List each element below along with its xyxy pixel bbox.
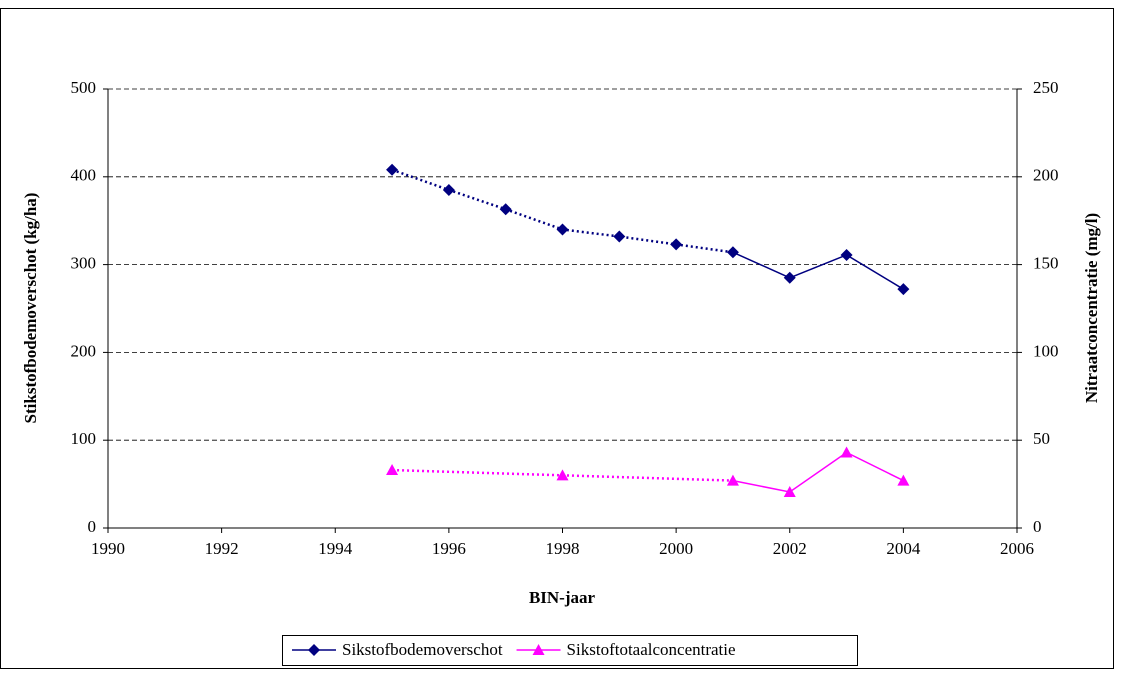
legend-marker xyxy=(532,644,545,655)
marker xyxy=(670,238,683,251)
x-tick-label: 2006 xyxy=(1000,539,1034,558)
x-axis-title: BIN-jaar xyxy=(529,588,596,607)
series-line xyxy=(732,251,904,290)
series-line xyxy=(732,451,904,493)
marker xyxy=(386,163,399,176)
marker xyxy=(726,246,739,259)
chart-frame xyxy=(0,8,1114,669)
legend-label: Sikstoftotaalconcentratie xyxy=(567,640,736,659)
y-tick-label: 200 xyxy=(71,341,97,360)
x-tick-label: 2004 xyxy=(886,539,921,558)
y-tick-label: 300 xyxy=(71,254,97,273)
x-tick-label: 2002 xyxy=(773,539,807,558)
y2-tick-label: 200 xyxy=(1033,166,1059,185)
marker xyxy=(783,486,796,498)
y-tick-label: 100 xyxy=(71,429,97,448)
marker xyxy=(386,464,399,476)
marker xyxy=(726,474,739,486)
y2-tick-label: 100 xyxy=(1033,341,1059,360)
legend-label: Sikstofbodemoverschot xyxy=(342,640,503,659)
x-tick-label: 1996 xyxy=(432,539,466,558)
y-axis-title: Stikstofbodemoverschot (kg/ha) xyxy=(21,193,40,424)
x-tick-label: 1994 xyxy=(318,539,353,558)
y2-tick-label: 250 xyxy=(1033,78,1059,97)
x-tick-label: 1990 xyxy=(91,539,125,558)
x-tick-label: 1998 xyxy=(546,539,580,558)
y2-tick-label: 50 xyxy=(1033,429,1050,448)
legend: Sikstofbodemoverschot Sikstoftotaalconcen… xyxy=(282,635,858,666)
marker xyxy=(556,223,569,236)
marker xyxy=(840,248,853,261)
x-tick-label: 2000 xyxy=(659,539,693,558)
legend-box xyxy=(282,635,858,666)
marker xyxy=(442,183,455,196)
y2-tick-label: 150 xyxy=(1033,254,1059,273)
legend-marker xyxy=(308,644,320,656)
y-tick-label: 500 xyxy=(71,78,97,97)
marker xyxy=(499,203,512,216)
marker xyxy=(897,283,910,296)
y2-tick-label: 0 xyxy=(1033,517,1042,536)
y2-axis-title: Nitraatconcentratie (mg/l) xyxy=(1082,213,1101,403)
marker xyxy=(840,446,853,458)
marker xyxy=(556,469,569,481)
marker xyxy=(613,230,626,243)
x-tick-label: 1992 xyxy=(205,539,239,558)
marker xyxy=(783,271,796,284)
y-tick-label: 0 xyxy=(88,517,97,536)
y-tick-label: 400 xyxy=(71,166,97,185)
marker xyxy=(897,474,910,486)
